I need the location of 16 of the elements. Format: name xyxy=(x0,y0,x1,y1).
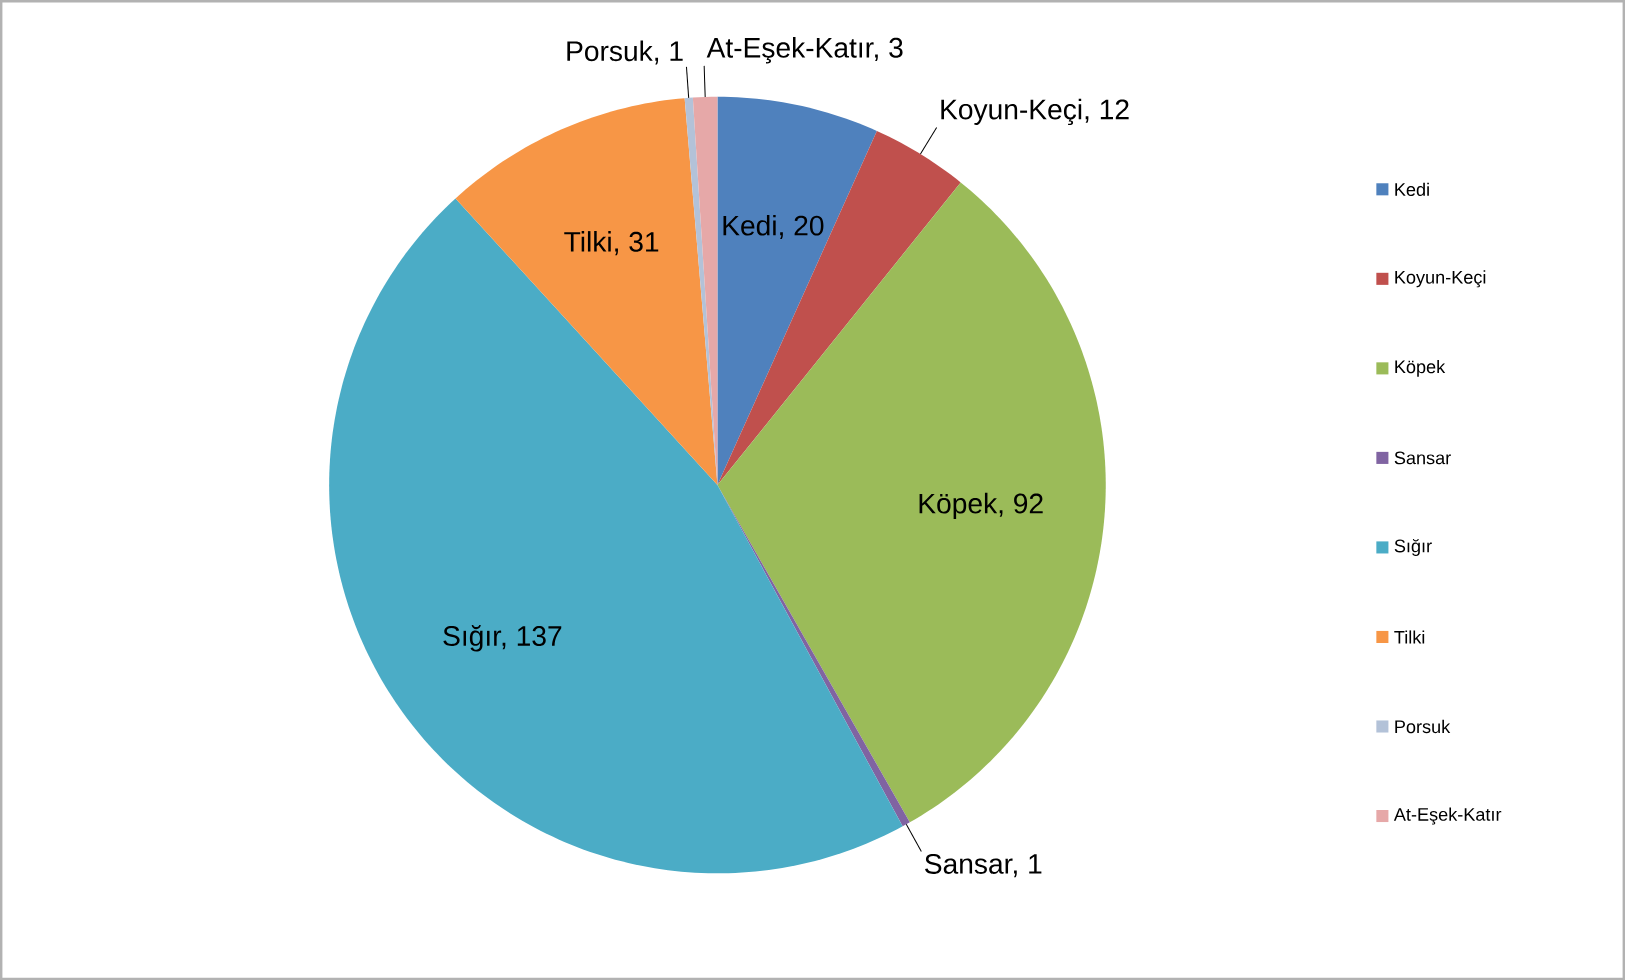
legend-label: Sığır xyxy=(1394,538,1432,556)
data-label: Sansar, 1 xyxy=(925,853,1042,878)
legend-label: Porsuk xyxy=(1395,719,1451,734)
data-label: Koyun-Keçi, 12 xyxy=(941,98,1129,126)
data-label: Sığır, 137 xyxy=(443,624,562,652)
data-label: Tilki, 31 xyxy=(564,231,659,256)
data-label: Porsuk, 1 xyxy=(567,40,683,65)
legend-label: At-Eşek-Katır xyxy=(1393,807,1502,825)
data-label: Köpek, 92 xyxy=(919,492,1043,520)
legend-label: Kedi xyxy=(1395,182,1429,196)
data-label: At-Eşek-Katır, 3 xyxy=(706,36,903,64)
data-label: Kedi, 20 xyxy=(723,214,824,239)
legend-label: Tilki xyxy=(1394,630,1425,644)
legend-label: Köpek xyxy=(1395,359,1446,377)
legend-label: Koyun-Keçi xyxy=(1395,270,1486,288)
legend-label: Sansar xyxy=(1394,451,1451,465)
